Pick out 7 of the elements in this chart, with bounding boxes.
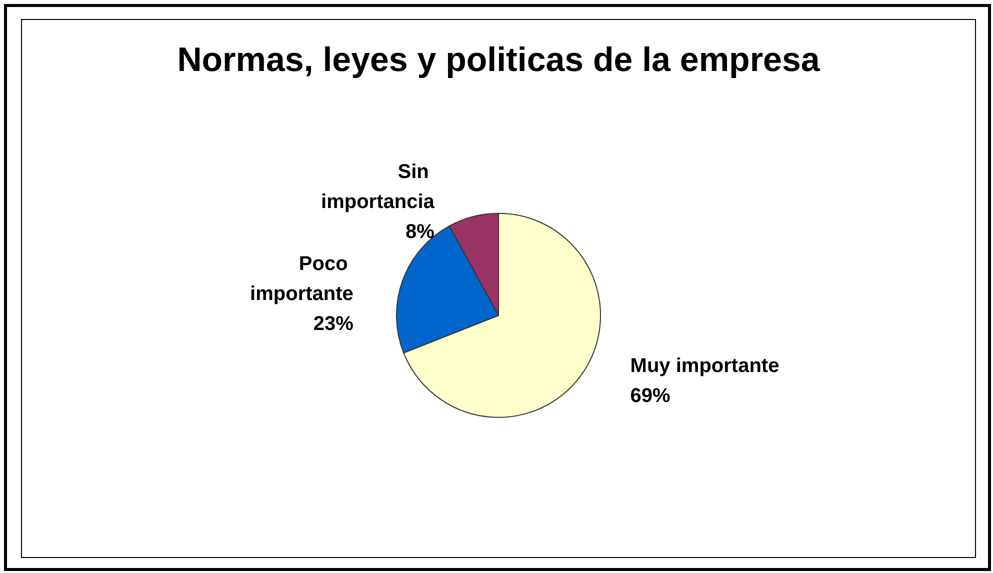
slice-label: Poco importante — [250, 252, 354, 305]
data-label: 23% — [313, 312, 354, 335]
chart-title: Normas, leyes y politicas de la empresa — [177, 41, 821, 79]
slice-label: Muy importante — [630, 355, 780, 378]
data-label: 8% — [405, 220, 435, 243]
data-label: 69% — [630, 385, 671, 408]
slice-label: Sin importancia — [321, 160, 436, 213]
